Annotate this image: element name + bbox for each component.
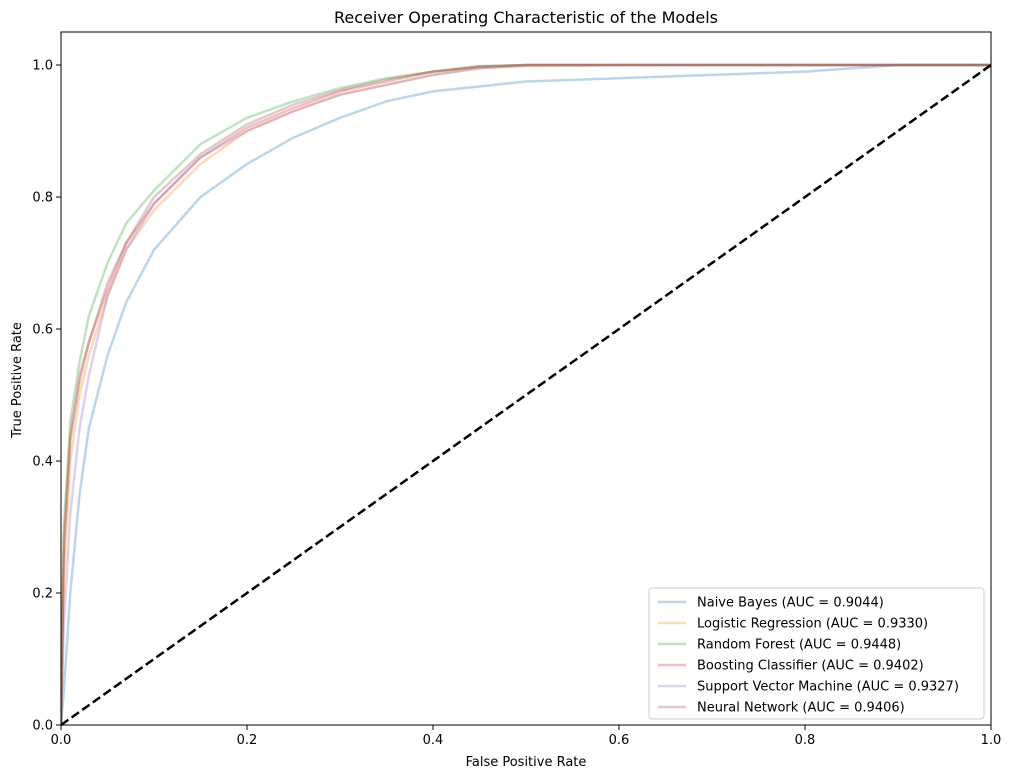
series-line-0: [61, 63, 991, 725]
legend-box: [648, 587, 985, 720]
y-tick-label: 1.0: [32, 59, 53, 74]
series-line-1: [61, 63, 991, 725]
y-tick-label: 0.2: [32, 587, 53, 602]
y-tick-label: 0.6: [32, 323, 53, 338]
legend-label-2: Random Forest (AUC = 0.9448): [697, 638, 901, 653]
y-axis-label: True Positive Rate: [10, 322, 25, 439]
series-line-3: [61, 63, 991, 725]
y-tick-label: 0.8: [32, 191, 53, 206]
chart-title: Receiver Operating Characteristic of the…: [334, 8, 718, 27]
legend: Naive Bayes (AUC = 0.9044) Logistic Regre…: [648, 587, 985, 720]
series-line-2: [61, 63, 991, 725]
y-tick-label: 0.4: [32, 455, 53, 470]
legend-label-5: Neural Network (AUC = 0.9406): [697, 701, 905, 716]
x-tick-label: 0.8: [795, 733, 816, 748]
plot-area: 0.0 0.2 0.4 0.6 0.8 1.0 0.0 0.2 0.4 0.6 0.8 1.0: [32, 31, 1002, 748]
y-tick-label: 0.0: [32, 719, 53, 734]
reference-diagonal-line: [60, 63, 992, 727]
x-tick-label: 0.2: [237, 733, 258, 748]
legend-label-4: Support Vector Machine (AUC = 0.9327): [697, 680, 959, 695]
x-tick-label: 0.4: [423, 733, 444, 748]
legend-label-0: Naive Bayes (AUC = 0.9044): [697, 596, 884, 611]
x-tick-label: 0.0: [51, 733, 72, 748]
x-tick-label: 1.0: [981, 733, 1002, 748]
axes-frame: [60, 31, 992, 726]
x-axis-label: False Positive Rate: [466, 755, 587, 770]
series-line-5: [61, 63, 991, 725]
legend-label-1: Logistic Regression (AUC = 0.9330): [697, 617, 928, 632]
series-line-4: [61, 63, 991, 725]
legend-label-3: Boosting Classifier (AUC = 0.9402): [697, 659, 924, 674]
x-tick-label: 0.6: [609, 733, 630, 748]
